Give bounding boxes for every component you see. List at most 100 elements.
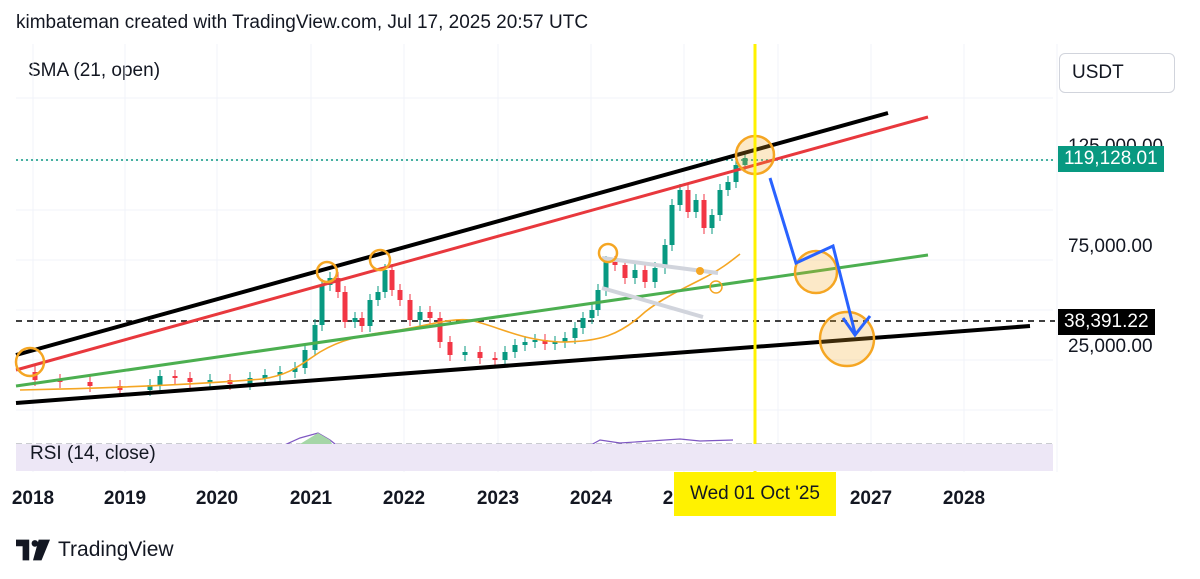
- candle-body: [742, 158, 748, 165]
- candle-body: [642, 270, 648, 282]
- candle-body: [375, 292, 381, 300]
- candle-body: [733, 165, 739, 182]
- candle-body: [117, 386, 123, 390]
- candle-body: [612, 262, 618, 265]
- candle-body: [532, 340, 538, 342]
- candle-body: [462, 352, 468, 355]
- candle-body: [492, 358, 498, 360]
- candle-body: [292, 368, 298, 372]
- year-tick: 2023: [476, 488, 520, 509]
- rsi-panel: [16, 444, 1053, 471]
- candle-body: [632, 270, 638, 278]
- candle-body: [693, 200, 699, 212]
- tradingview-logo-icon: [16, 539, 50, 561]
- candle-body: [319, 285, 325, 325]
- currency-selector[interactable]: USDT: [1059, 53, 1175, 93]
- pattern-ring: [709, 280, 723, 294]
- candle-body: [552, 342, 558, 344]
- candle-body: [172, 376, 178, 378]
- candle-body: [359, 318, 365, 326]
- year-tick: 2021: [289, 488, 333, 509]
- candle-body: [709, 215, 715, 228]
- year-tick: 2028: [942, 488, 986, 509]
- chart-header: kimbateman created with TradingView.com,…: [16, 12, 589, 33]
- candle-body: [352, 318, 358, 322]
- lower-trendline: [15, 324, 1031, 405]
- pattern-line-lower: [601, 286, 704, 319]
- candle-body: [677, 190, 683, 205]
- footer-brand: TradingView: [58, 538, 174, 561]
- year-tick: 2019: [103, 488, 147, 509]
- year-tick: 2022: [382, 488, 426, 509]
- footer[interactable]: TradingView: [16, 538, 174, 562]
- year-tick: 2024: [569, 488, 613, 509]
- marker-price-label: 38,391.22: [1058, 309, 1155, 335]
- rsi-overbought-fill: [300, 433, 332, 444]
- candle-body: [669, 205, 675, 245]
- pattern-dot: [696, 267, 704, 275]
- circle-2021-top-1: [315, 260, 339, 284]
- candle-body: [397, 290, 403, 300]
- candle-body: [595, 290, 601, 310]
- candle-body: [502, 352, 508, 360]
- candle-body: [685, 190, 691, 212]
- year-tick: 2: [662, 488, 674, 509]
- circle-2021-top-2: [368, 248, 392, 272]
- year-tick: 2020: [195, 488, 239, 509]
- candle-body: [382, 270, 388, 292]
- price-tick-75000: 75,000.00: [1068, 236, 1153, 257]
- candle-body: [717, 190, 723, 215]
- candle-body: [427, 312, 433, 318]
- price-tick-25000: 25,000.00: [1068, 336, 1153, 357]
- candle-body: [589, 310, 595, 318]
- candle-body: [312, 325, 318, 350]
- year-tick: 2018: [11, 488, 55, 509]
- sma-line: [19, 253, 741, 391]
- circle-target-2: [818, 310, 876, 368]
- candle-body: [277, 372, 283, 375]
- crosshair-date-label: Wed 01 Oct '25: [674, 472, 836, 516]
- candle-body: [522, 342, 528, 345]
- highlight-circles: [14, 134, 876, 378]
- candles-group: [32, 152, 748, 396]
- rsi-indicator-label[interactable]: RSI (14, close): [30, 443, 156, 464]
- candle-body: [147, 385, 153, 390]
- circle-2018-low: [14, 346, 46, 378]
- candle-body: [572, 328, 578, 338]
- candle-body: [701, 200, 707, 228]
- candle-body: [662, 245, 668, 268]
- candle-body: [622, 265, 628, 278]
- green-trendline: [15, 253, 929, 388]
- red-trendline: [15, 115, 929, 372]
- circle-2024-top: [597, 242, 619, 264]
- candle-body: [437, 318, 443, 342]
- circle-target-1: [793, 249, 839, 295]
- candle-body: [542, 340, 548, 344]
- projection-path: [768, 177, 857, 334]
- candle-body: [207, 380, 213, 382]
- year-tick: 2027: [849, 488, 893, 509]
- candle-body: [725, 182, 731, 190]
- sma-indicator-label[interactable]: SMA (21, open): [28, 60, 161, 81]
- candle-body: [562, 338, 568, 342]
- candle-body: [477, 352, 483, 358]
- candle-body: [157, 376, 163, 385]
- candle-body: [389, 270, 395, 290]
- candle-body: [335, 278, 341, 292]
- chart-grid: [16, 44, 1058, 472]
- candle-body: [652, 268, 658, 282]
- candle-body: [603, 262, 609, 290]
- candle-body: [302, 350, 308, 368]
- candle-body: [262, 375, 268, 378]
- candle-body: [580, 318, 586, 328]
- upper-trendline: [15, 111, 889, 357]
- candle-body: [407, 300, 413, 320]
- candle-body: [417, 312, 423, 320]
- candle-body: [87, 382, 93, 386]
- candle-body: [342, 292, 348, 322]
- candle-body: [247, 378, 253, 384]
- projection-arrowhead: [841, 315, 872, 338]
- last-price-label: 119,128.01: [1058, 146, 1164, 172]
- candle-body: [187, 378, 193, 382]
- candle-body: [447, 342, 453, 355]
